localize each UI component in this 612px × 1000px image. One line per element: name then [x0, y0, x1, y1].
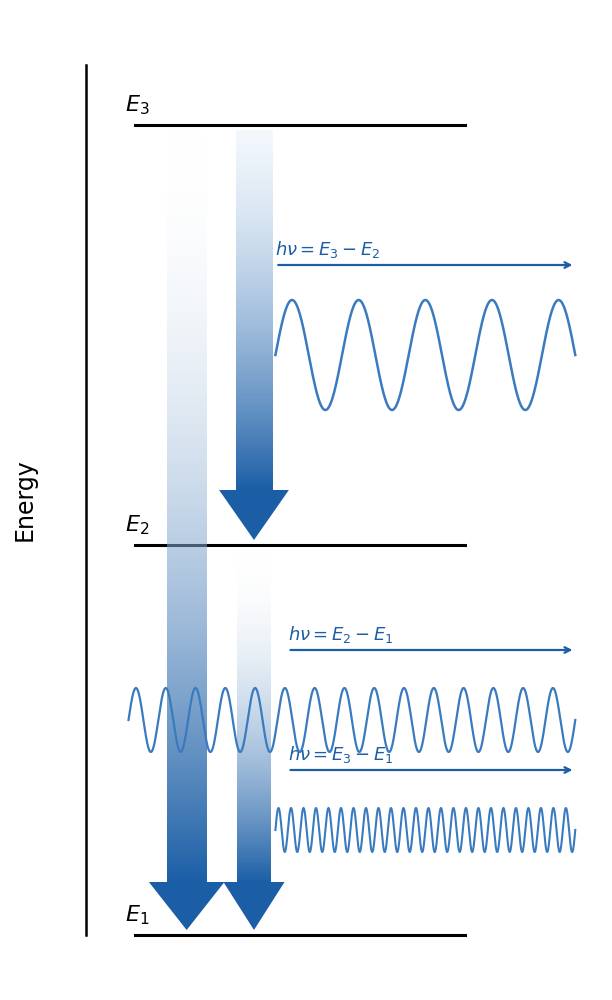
Text: $E_3$: $E_3$: [125, 93, 150, 117]
Text: $h\nu = E_2 - E_1$: $h\nu = E_2 - E_1$: [288, 624, 394, 645]
Polygon shape: [219, 490, 289, 540]
Text: Energy: Energy: [12, 459, 37, 541]
Text: $h\nu = E_3 - E_2$: $h\nu = E_3 - E_2$: [275, 239, 381, 260]
Text: $E_1$: $E_1$: [125, 903, 150, 927]
Text: $E_2$: $E_2$: [125, 513, 150, 537]
Polygon shape: [149, 882, 225, 930]
Text: $h\nu = E_3 - E_1$: $h\nu = E_3 - E_1$: [288, 744, 394, 765]
Polygon shape: [223, 882, 285, 930]
